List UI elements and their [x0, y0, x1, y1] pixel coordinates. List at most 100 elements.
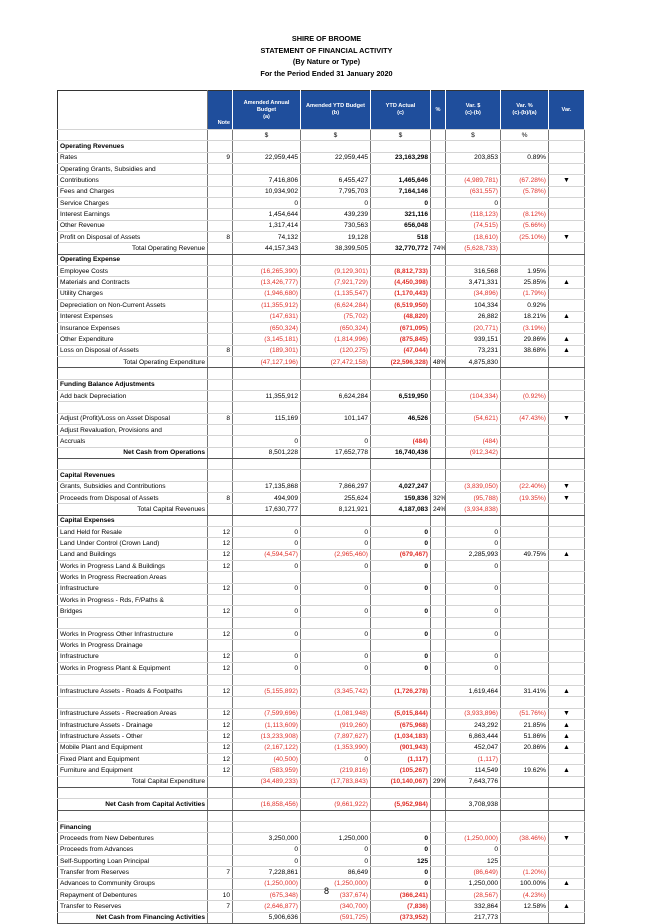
unit-cell: $ [445, 129, 501, 142]
empty-cell [207, 401, 233, 414]
variance-indicator: ▲ [548, 719, 585, 732]
empty-cell [370, 787, 431, 800]
value-cell: (47,044) [370, 345, 431, 357]
value-cell [500, 571, 549, 584]
row-label: Transfer to Reserves [57, 900, 208, 913]
empty-cell [500, 458, 549, 471]
value-cell: (7,599,696) [232, 708, 301, 720]
value-cell [430, 526, 446, 539]
value-cell: 10,934,902 [232, 186, 301, 199]
value-cell: 0 [370, 197, 431, 210]
value-cell: 0 [232, 651, 301, 664]
value-cell: 8 [207, 492, 233, 505]
row-label: Transfer from Reserves [57, 866, 208, 879]
value-cell [207, 798, 233, 811]
value-cell: 0 [300, 537, 371, 550]
value-cell: (3,839,050) [445, 481, 501, 494]
row-label: Proceeds from Advances [57, 844, 208, 857]
value-cell [300, 594, 371, 607]
value-cell: 0 [232, 197, 301, 210]
value-cell [430, 549, 446, 562]
empty-cell [232, 401, 301, 414]
value-cell [207, 322, 233, 335]
units-row: $ $ $ $% [57, 129, 585, 142]
value-cell: 316,568 [445, 265, 501, 278]
variance-indicator [548, 605, 585, 618]
row-label: Land Held for Resale [57, 526, 208, 539]
value-cell [500, 537, 549, 550]
variance-indicator [548, 446, 585, 459]
value-cell: (5,155,892) [232, 685, 301, 698]
value-cell: 332,864 [445, 900, 501, 913]
value-cell: (675,348) [232, 889, 301, 902]
value-cell: (118,123) [445, 208, 501, 221]
value-cell: 12 [207, 764, 233, 777]
value-cell: (1,034,183) [370, 730, 431, 743]
value-cell [430, 515, 446, 528]
variance-indicator [548, 526, 585, 539]
page-number: 8 [323, 886, 329, 896]
value-cell [207, 594, 233, 607]
empty-cell [548, 458, 585, 471]
value-cell: 104,334 [445, 299, 501, 312]
value-cell: 17,630,777 [232, 503, 301, 516]
value-cell [430, 537, 446, 550]
value-cell [430, 140, 446, 153]
value-cell [430, 254, 446, 267]
empty-cell [430, 367, 446, 380]
variance-indicator [548, 594, 585, 607]
value-cell: 0 [445, 197, 501, 210]
spacer-row [57, 367, 585, 380]
value-cell: 7,416,806 [232, 174, 301, 187]
value-cell: (47,127,196) [232, 355, 301, 369]
row-label: Infrastructure Assets - Other [57, 730, 208, 743]
unit-cell: $ [370, 129, 431, 142]
unit-cell [57, 129, 208, 142]
row-label: Funding Balance Adjustments [57, 379, 208, 391]
value-cell [430, 333, 446, 346]
row-label: Net Cash from Capital Activities [57, 798, 208, 811]
column-sub: (a) [263, 113, 270, 120]
value-cell [370, 515, 431, 528]
value-cell: 0 [300, 435, 371, 448]
empty-cell [300, 401, 371, 414]
value-cell: (104,334) [445, 390, 501, 403]
value-cell: 0 [445, 628, 501, 641]
empty-cell [232, 787, 301, 800]
value-cell [445, 594, 501, 607]
variance-indicator: ▲ [548, 276, 585, 289]
row-label: Works In Progress Recreation Areas [57, 571, 208, 584]
value-cell: 25.85% [500, 276, 549, 289]
spacer-row [57, 674, 585, 686]
value-cell: 439,239 [300, 208, 371, 221]
value-cell [445, 469, 501, 482]
value-cell: 0 [300, 628, 371, 641]
value-cell [430, 163, 446, 176]
value-cell [232, 140, 301, 153]
value-cell: (679,467) [370, 549, 431, 562]
value-cell [370, 639, 431, 652]
value-cell: 11,355,912 [232, 390, 301, 403]
empty-cell [207, 458, 233, 471]
empty-cell [232, 696, 301, 709]
value-cell: 0 [370, 560, 431, 573]
column-title: Var. [561, 106, 572, 113]
table-row: Infrastructure 12 0 0 0 0 [57, 651, 585, 664]
value-cell: 12 [207, 719, 233, 732]
value-cell: (75,702) [300, 311, 371, 323]
value-cell: (650,324) [300, 322, 371, 335]
value-cell: 0 [300, 651, 371, 664]
value-cell [430, 379, 446, 391]
value-cell [500, 503, 549, 516]
value-cell: (38.46%) [500, 832, 549, 845]
value-cell: 74% [430, 242, 446, 255]
column-header: % [430, 90, 446, 130]
value-cell [430, 911, 446, 924]
variance-indicator [548, 424, 585, 437]
empty-cell [370, 617, 431, 630]
value-cell: 0 [370, 878, 431, 891]
row-label: Bridges [57, 605, 208, 618]
value-cell: (4.23%) [500, 889, 549, 902]
value-cell: (95,788) [445, 492, 501, 505]
value-cell: 21.85% [500, 719, 549, 732]
